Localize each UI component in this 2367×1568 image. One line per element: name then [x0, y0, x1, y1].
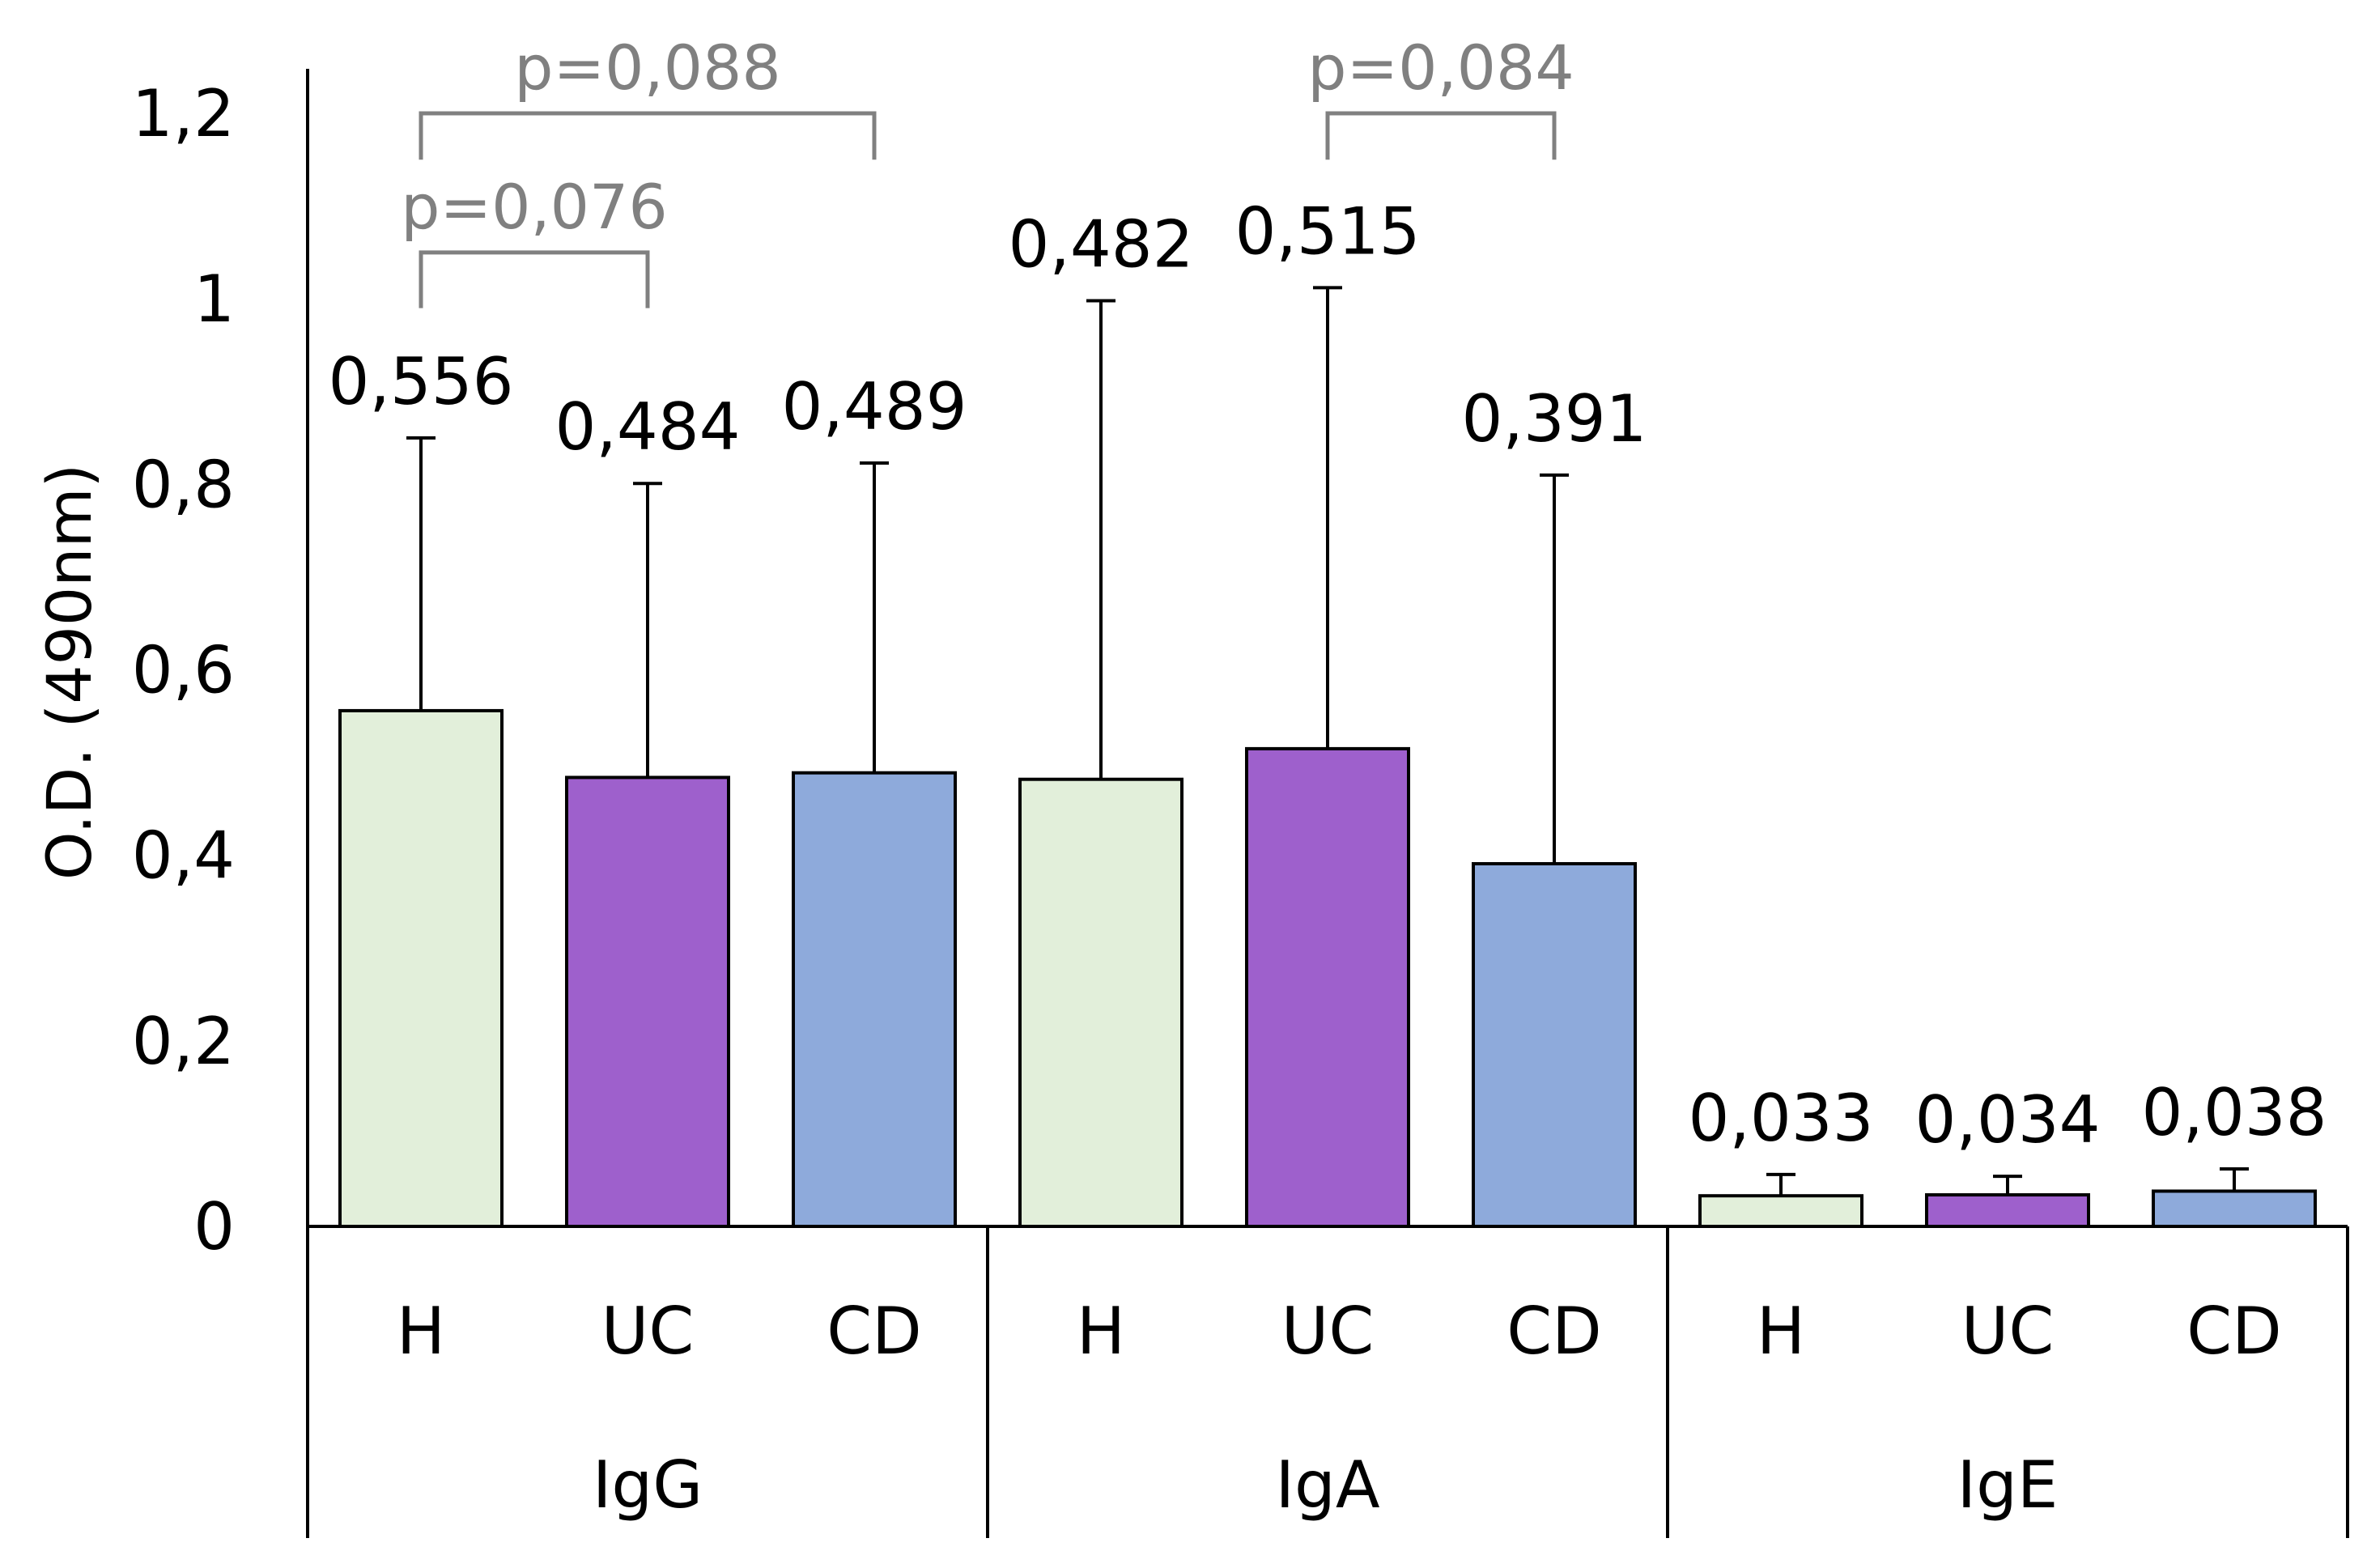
bar-IgE-H: [1698, 1194, 1863, 1228]
p-value-label: p=0,084: [1307, 32, 1574, 104]
bar-IgA-H: [1018, 777, 1184, 1228]
bar-IgG-UC: [565, 776, 730, 1228]
bar-IgE-UC: [1925, 1193, 2090, 1228]
group-label: IgE: [1957, 1447, 2059, 1523]
bar-IgE-CD: [2152, 1189, 2317, 1229]
bar-IgG-H: [338, 708, 504, 1228]
significance-bracket: [419, 250, 650, 308]
y-tick-labels: 0 0,2 0,4 0,6 0,8 1 1,2: [132, 76, 235, 1264]
category-label: H: [397, 1294, 445, 1369]
value-label: 0,033: [1688, 1081, 1873, 1156]
category-label: UC: [601, 1294, 694, 1369]
significance-bracket: [1325, 111, 1557, 160]
y-tick-label: 1: [193, 261, 235, 337]
y-tick-label: 0: [193, 1189, 235, 1264]
p-value-label: p=0,076: [401, 171, 668, 243]
x-category-labels: H UC CD IgG H UC CD IgA H UC CD IgE: [397, 1294, 2282, 1523]
group-label: IgG: [593, 1447, 703, 1523]
value-label: 0,515: [1234, 193, 1420, 269]
y-tick-label: 0,8: [132, 447, 235, 522]
category-label: CD: [2186, 1294, 2281, 1369]
p-value-label: p=0,088: [514, 32, 781, 104]
category-label: UC: [1961, 1294, 2054, 1369]
y-tick-label: 0,2: [132, 1004, 235, 1079]
axes: [306, 69, 2349, 1538]
value-label: 0,489: [781, 369, 967, 444]
y-tick-label: 1,2: [132, 76, 235, 151]
bar-series: [338, 708, 2317, 1229]
category-label: CD: [827, 1294, 921, 1369]
y-tick-label: 0,4: [132, 818, 235, 894]
value-label: 0,391: [1461, 381, 1647, 457]
value-label: 0,034: [1914, 1082, 2100, 1158]
category-label: UC: [1281, 1294, 1374, 1369]
y-tick-label: 0,6: [132, 633, 235, 708]
category-label: H: [1757, 1294, 1805, 1369]
bar-IgG-CD: [792, 771, 957, 1228]
value-labels: 0,556 0,484 0,489 0,482 0,515 0,391 0,033 0,034…: [328, 193, 2327, 1158]
value-label: 0,484: [555, 389, 740, 465]
value-label: 0,556: [328, 344, 513, 419]
error-bars: [406, 286, 2249, 1196]
value-label: 0,038: [2141, 1075, 2327, 1150]
significance-bracket: [419, 111, 877, 160]
bar-IgA-UC: [1245, 746, 1410, 1228]
bar-IgA-CD: [1472, 861, 1637, 1228]
y-axis-title: O.D. (490nm): [33, 464, 105, 880]
value-label: 0,482: [1008, 206, 1193, 282]
significance-annotations: p=0,088 p=0,076 p=0,084: [401, 32, 1574, 308]
category-label: H: [1077, 1294, 1125, 1369]
category-label: CD: [1506, 1294, 1601, 1369]
group-label: IgA: [1275, 1447, 1379, 1523]
